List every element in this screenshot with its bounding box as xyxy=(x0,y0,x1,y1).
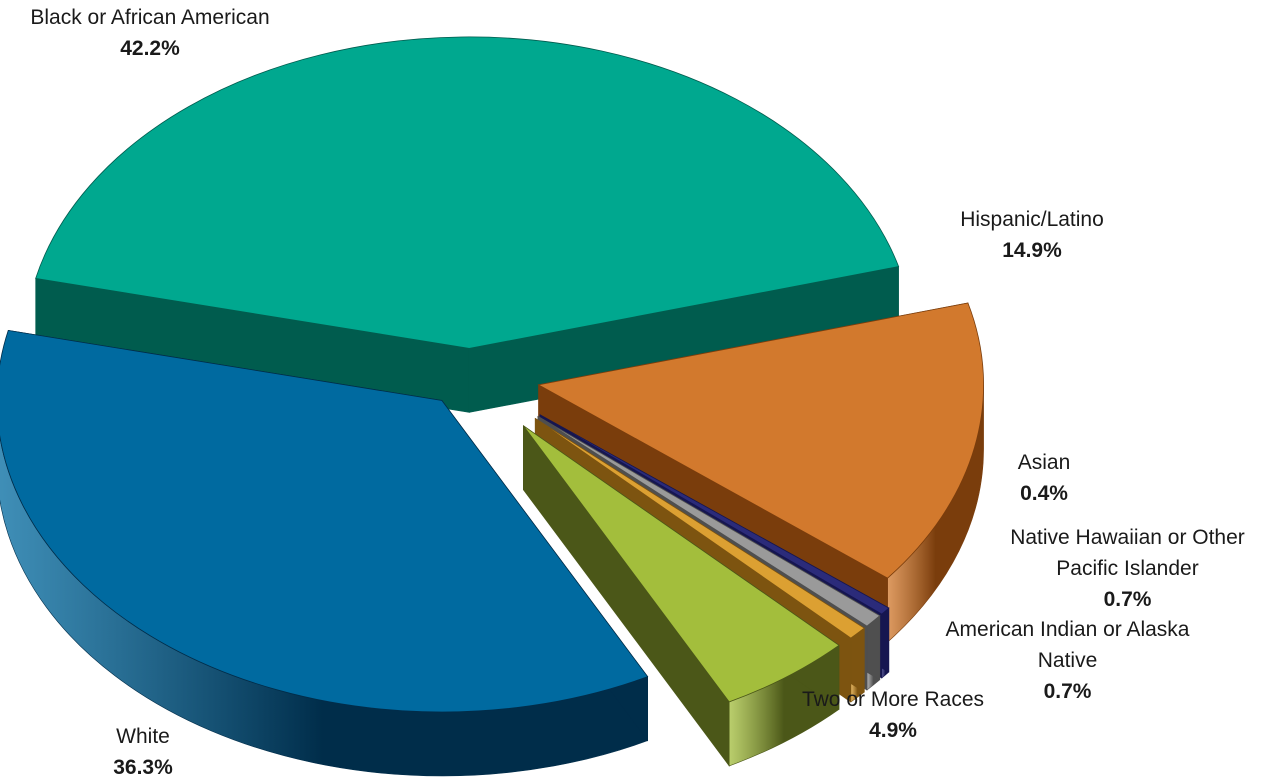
pie-slice-top-1 xyxy=(537,302,984,579)
label-white-name: White xyxy=(116,725,170,748)
label-asian-value: 0.4% xyxy=(1020,482,1068,505)
label-nhopi: Native Hawaiian or Other Pacific Islande… xyxy=(960,522,1280,615)
pie-slice-top-6 xyxy=(0,329,649,713)
pie-slice-top-2 xyxy=(539,414,890,615)
label-asian: Asian 0.4% xyxy=(994,447,1094,509)
label-nhopi-value: 0.7% xyxy=(1103,588,1152,611)
label-hispanic: Hispanic/Latino 14.9% xyxy=(932,204,1132,266)
label-black-name: Black or African American xyxy=(30,6,270,29)
label-white-value: 36.3% xyxy=(113,756,173,779)
label-two-or-more-name: Two or More Races xyxy=(801,688,985,711)
label-two-or-more: Two or More Races 4.9% xyxy=(778,684,1008,746)
label-nhopi-name: Native Hawaiian or Other Pacific Islande… xyxy=(1010,526,1245,580)
pie-slice-top-3 xyxy=(537,416,881,627)
pie-slice-0 xyxy=(35,36,900,413)
pie-slice-5 xyxy=(523,424,840,767)
label-hispanic-value: 14.9% xyxy=(1002,239,1062,262)
label-asian-name: Asian xyxy=(1017,451,1071,474)
label-black: Black or African American 42.2% xyxy=(0,2,300,64)
label-aian-name: American Indian or Alaska Native xyxy=(945,618,1190,672)
pie-slice-6 xyxy=(0,329,649,777)
label-black-value: 42.2% xyxy=(120,37,180,60)
pie-slice-top-5 xyxy=(523,425,840,703)
label-aian: American Indian or Alaska Native 0.7% xyxy=(915,614,1220,707)
label-white: White 36.3% xyxy=(88,721,198,783)
label-two-or-more-value: 4.9% xyxy=(869,719,917,742)
pie-slice-top-0 xyxy=(35,36,900,349)
pie-slice-top-4 xyxy=(534,418,865,639)
label-aian-value: 0.7% xyxy=(1043,680,1092,703)
label-hispanic-name: Hispanic/Latino xyxy=(960,208,1104,231)
